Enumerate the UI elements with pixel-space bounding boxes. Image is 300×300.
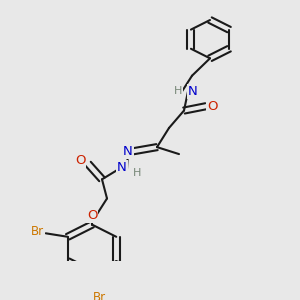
Text: H: H	[174, 86, 182, 96]
Text: N: N	[117, 160, 127, 174]
Text: N: N	[188, 85, 198, 98]
Text: Br: Br	[92, 291, 106, 300]
Text: O: O	[207, 100, 217, 113]
Text: Br: Br	[31, 225, 44, 238]
Text: H: H	[133, 168, 141, 178]
Text: O: O	[87, 209, 97, 222]
Text: O: O	[75, 154, 85, 167]
Text: N: N	[123, 145, 133, 158]
